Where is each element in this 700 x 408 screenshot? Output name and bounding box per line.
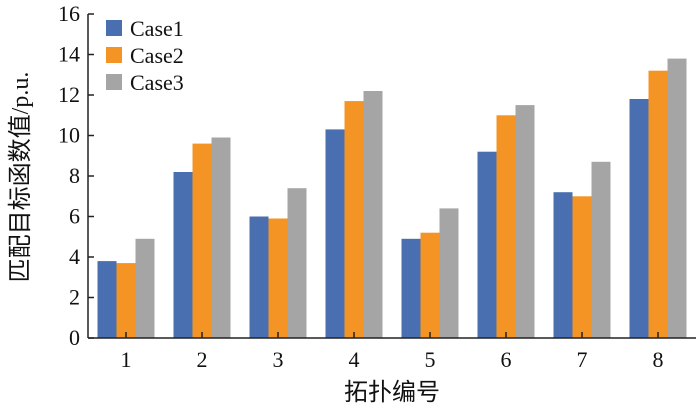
y-tick-label-12: 12	[58, 82, 80, 107]
y-tick-label-16: 16	[58, 1, 80, 26]
bar-case3-topo-5	[439, 208, 459, 338]
x-tick-label-7: 7	[577, 347, 588, 372]
x-axis-title: 拓扑编号	[344, 379, 440, 406]
bar-case2-topo-4	[344, 101, 364, 338]
legend-label-case1: Case1	[130, 16, 184, 41]
x-tick-label-3: 3	[273, 347, 284, 372]
bar-case1-topo-5	[401, 238, 421, 338]
bar-case3-topo-4	[363, 91, 383, 338]
bar-case2-topo-8	[648, 70, 668, 338]
y-tick-label-2: 2	[69, 285, 80, 310]
legend-label-case2: Case2	[130, 43, 184, 68]
bar-case3-topo-7	[591, 161, 611, 338]
y-tick-label-4: 4	[69, 244, 80, 269]
x-tick-label-5: 5	[425, 347, 436, 372]
y-tick-label-6: 6	[69, 204, 80, 229]
bar-case2-topo-7	[572, 196, 592, 339]
bar-case2-topo-2	[192, 143, 212, 338]
bar-case2-topo-5	[420, 232, 440, 338]
bar-case2-topo-1	[116, 263, 136, 338]
x-tick-label-1: 1	[121, 347, 132, 372]
bar-case2-topo-6	[496, 115, 516, 339]
bar-case1-topo-4	[325, 129, 345, 338]
x-tick-label-8: 8	[653, 347, 664, 372]
legend-swatch-case3	[106, 74, 122, 90]
legend-swatch-case1	[106, 20, 122, 36]
x-tick-label-2: 2	[197, 347, 208, 372]
bar-case2-topo-3	[268, 218, 288, 338]
bar-case3-topo-6	[515, 105, 535, 338]
y-axis-title: 匹配目标函数值/p.u.	[7, 72, 34, 283]
legend-swatch-case2	[106, 47, 122, 63]
x-tick-label-6: 6	[501, 347, 512, 372]
bar-case1-topo-1	[97, 261, 117, 338]
y-tick-label-8: 8	[69, 163, 80, 188]
y-tick-label-14: 14	[58, 42, 80, 67]
bar-case1-topo-6	[477, 151, 497, 338]
x-tick-label-4: 4	[349, 347, 360, 372]
bar-case3-topo-3	[287, 188, 307, 338]
bar-case1-topo-8	[629, 99, 649, 338]
legend-label-case3: Case3	[130, 70, 184, 95]
bar-case3-topo-1	[135, 238, 155, 338]
y-tick-label-10: 10	[58, 123, 80, 148]
legend: Case1 Case2 Case3	[106, 16, 184, 95]
bars	[97, 58, 687, 339]
bar-case1-topo-7	[553, 192, 573, 338]
bar-case3-topo-8	[667, 58, 687, 338]
bar-case1-topo-3	[249, 216, 269, 338]
bar-case1-topo-2	[173, 172, 193, 338]
y-tick-label-0: 0	[69, 325, 80, 350]
bar-case3-topo-2	[211, 137, 231, 338]
